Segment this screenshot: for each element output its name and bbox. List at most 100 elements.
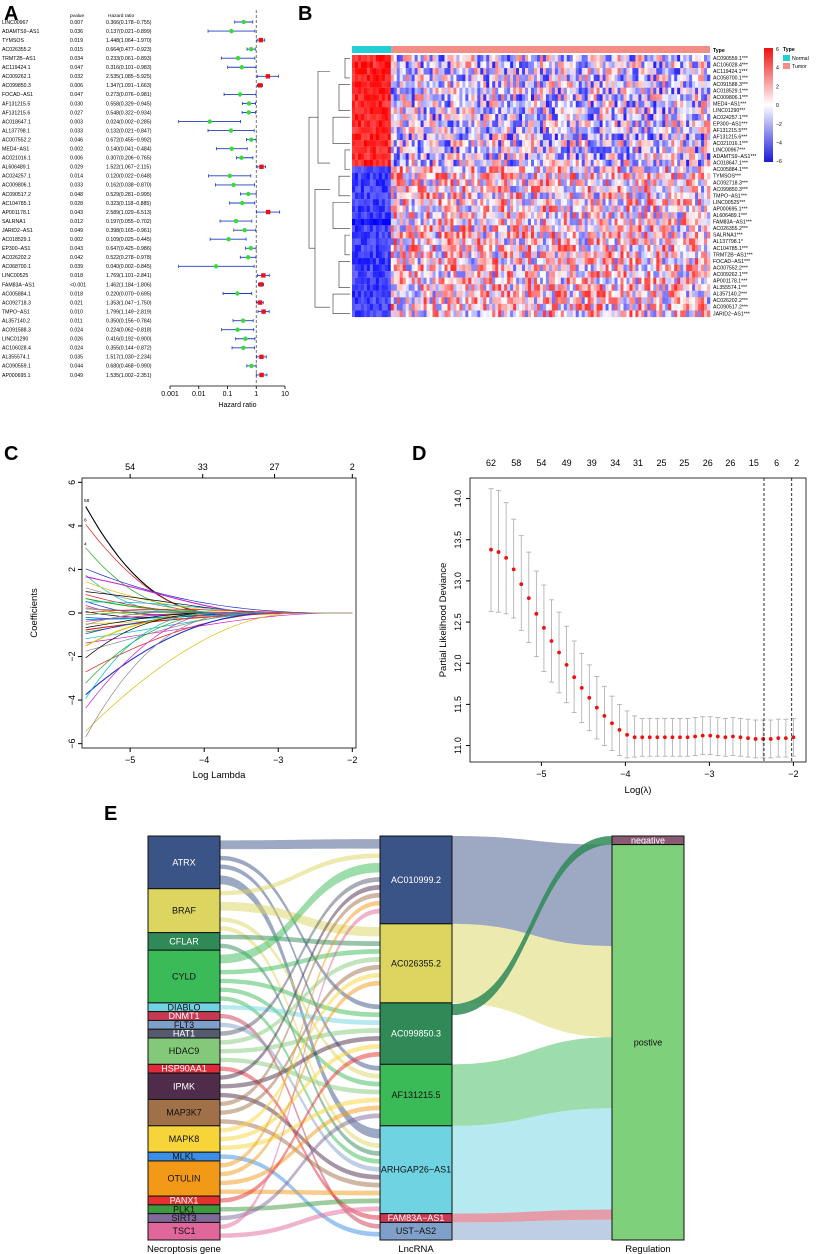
heatmap-cell	[477, 303, 481, 311]
heatmap-cell	[429, 238, 433, 246]
heatmap-cell	[444, 113, 448, 121]
heatmap-cell	[539, 68, 544, 75]
heatmap-cell	[456, 192, 460, 200]
heatmap-cell	[528, 61, 532, 69]
heatmap-cell	[405, 297, 409, 304]
heatmap-cell	[435, 258, 439, 265]
heatmap-cell	[641, 244, 645, 252]
heatmap-cell	[581, 284, 585, 291]
heatmap-cell	[650, 55, 654, 62]
heatmap-cell	[387, 172, 392, 180]
heatmap-cell	[662, 140, 666, 147]
heatmap-cell	[435, 251, 439, 259]
row-hr-text: 0.366(0.178−0.755)	[106, 20, 152, 26]
heatmap-cell	[680, 225, 684, 232]
heatmap-cell	[372, 153, 377, 160]
heatmap-cell	[444, 303, 448, 311]
heatmap-cell	[420, 205, 424, 213]
heatmap-cell	[426, 205, 430, 213]
heatmap-cell	[495, 303, 499, 311]
heatmap-cell	[569, 271, 574, 278]
heatmap-cell	[435, 218, 439, 226]
heatmap-cell	[375, 159, 380, 167]
heatmap-cell	[581, 225, 585, 232]
heatmap-cell	[363, 218, 368, 226]
heatmap-cell	[578, 74, 583, 82]
heatmap-cell	[522, 55, 526, 62]
heatmap-cell	[629, 251, 633, 259]
heatmap-cell	[542, 284, 547, 291]
heatmap-cell	[366, 205, 371, 213]
heatmap-cell	[605, 100, 609, 108]
heatmap-cell	[399, 113, 404, 121]
heatmap-cell	[513, 140, 517, 147]
heatmap-cell	[581, 127, 585, 134]
heatmap-cell	[683, 94, 687, 101]
heatmap-cell	[614, 159, 618, 167]
heatmap-cell	[432, 231, 436, 239]
heatmap-cell	[566, 297, 571, 304]
heatmap-cell	[548, 87, 553, 95]
heatmap-cell	[438, 199, 442, 206]
heatmap-cell	[599, 258, 603, 265]
heatmap-cell	[626, 244, 630, 252]
heatmap-cell	[414, 127, 418, 134]
heatmap-cell	[462, 166, 466, 173]
heatmap-cell	[578, 303, 583, 311]
heatmap-cell	[704, 61, 708, 69]
heatmap-cell	[489, 68, 493, 75]
heatmap-cell	[516, 120, 520, 128]
heatmap-cell	[632, 297, 636, 304]
heatmap-cell	[692, 120, 696, 128]
heatmap-cell	[563, 140, 568, 147]
heatmap-cell	[432, 225, 436, 232]
heatmap-cell	[584, 146, 588, 154]
heatmap-cell	[536, 205, 541, 213]
heatmap-cell	[369, 244, 374, 252]
heatmap-cell	[608, 113, 612, 121]
heatmap-cell	[695, 81, 699, 88]
heatmap-cell	[611, 74, 615, 82]
heatmap-cell	[560, 153, 565, 160]
heatmap-cell	[701, 146, 705, 154]
heatmap-cell	[596, 55, 600, 62]
heatmap-cell	[569, 192, 574, 200]
heatmap-cell	[360, 172, 365, 180]
heatmap-cell	[692, 81, 696, 88]
heatmap-cell	[578, 113, 583, 121]
heatmap-cell	[363, 212, 368, 219]
heatmap-cell	[429, 140, 433, 147]
heatmap-cell	[563, 113, 568, 121]
heatmap-cell	[354, 81, 359, 88]
heatmap-cell	[441, 166, 445, 173]
heatmap-cell	[689, 297, 693, 304]
heatmap-cell	[438, 133, 442, 141]
heatmap-cell	[453, 303, 457, 311]
heatmap-cell	[456, 100, 460, 108]
heatmap-cell	[408, 218, 412, 226]
heatmap-cell	[620, 172, 624, 180]
heatmap-cell	[626, 87, 630, 95]
row-pvalue: 0.007	[70, 20, 83, 26]
heatmap-cell	[563, 74, 568, 82]
heatmap-cell	[632, 225, 636, 232]
heatmap-cell	[393, 172, 398, 180]
heatmap-cell	[602, 258, 606, 265]
heatmap-cell	[465, 146, 469, 154]
heatmap-cell	[387, 205, 392, 213]
heatmap-cell	[495, 218, 499, 226]
row-hr-text: 0.120(0.022−0.648)	[106, 174, 152, 180]
heatmap-cell	[707, 140, 711, 147]
heatmap-cell	[459, 55, 463, 62]
heatmap-cell	[435, 166, 439, 173]
heatmap-cell	[692, 284, 696, 291]
heatmap-cell	[674, 159, 678, 167]
heatmap-cell	[492, 277, 496, 285]
heatmap-cell	[486, 186, 490, 193]
heatmap-cell	[644, 140, 648, 147]
hr-marker	[257, 300, 263, 305]
heatmap-cell	[498, 100, 502, 108]
heatmap-cell	[680, 297, 684, 304]
heatmap-cell	[674, 264, 678, 272]
row-hr-text: 1.347(1.091−1.663)	[106, 83, 152, 89]
